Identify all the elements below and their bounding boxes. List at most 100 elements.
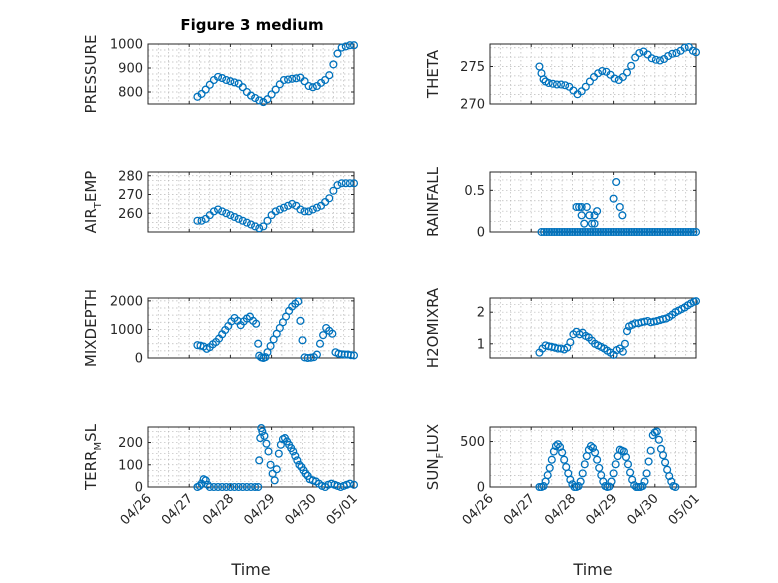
subplot-mixdepth: 0 1000 2000 MIXDEPTH xyxy=(82,289,359,367)
data-point xyxy=(242,482,251,492)
data-point xyxy=(593,207,602,216)
subplot-airtemp: 260 270 280 AIRTEMP xyxy=(82,169,359,233)
data-point xyxy=(672,48,681,58)
y-tick-label: 0 xyxy=(135,481,143,496)
data-point xyxy=(686,227,695,237)
data-point xyxy=(218,74,227,83)
data-point xyxy=(222,209,231,218)
data-point xyxy=(601,227,610,237)
y-tick-label: 0.5 xyxy=(464,184,485,199)
y-tick-label: 1 xyxy=(477,337,485,352)
data-point xyxy=(325,71,334,80)
axes-frame xyxy=(147,297,355,359)
data-point xyxy=(560,455,569,464)
data-point xyxy=(238,482,247,492)
y-axis-label: MIXDEPTH xyxy=(82,289,100,367)
data-point xyxy=(548,79,557,88)
data-point xyxy=(609,469,618,478)
data-point xyxy=(261,353,270,362)
x-tick-label: 04/30 xyxy=(625,491,662,528)
x-tick-label: 04/28 xyxy=(200,491,237,528)
data-point xyxy=(611,460,620,469)
x-tick-label: 04/28 xyxy=(542,491,579,528)
x-tick-label: 04/29 xyxy=(583,491,620,528)
data-point xyxy=(590,211,599,220)
subplot-theta: 270 275 THETA xyxy=(424,42,701,113)
x-tick-label: 04/30 xyxy=(283,491,320,528)
data-point xyxy=(271,85,280,94)
data-point xyxy=(542,227,551,237)
data-point xyxy=(543,471,552,480)
data-point xyxy=(288,199,297,208)
data-point xyxy=(663,227,672,237)
data-point xyxy=(222,482,231,492)
data-point xyxy=(246,91,256,100)
data-point xyxy=(618,211,627,220)
data-point xyxy=(329,60,338,69)
data-point xyxy=(586,227,595,237)
data-point xyxy=(205,80,214,89)
data-point xyxy=(197,216,206,225)
data-point xyxy=(565,82,574,91)
data-point xyxy=(308,205,317,214)
data-point xyxy=(609,227,618,237)
data-point xyxy=(591,448,600,457)
data-point xyxy=(329,186,338,195)
y-axis-label: THETA xyxy=(424,49,442,99)
data-point xyxy=(213,482,223,492)
data-point xyxy=(638,482,647,491)
data-point xyxy=(300,77,309,86)
data-point xyxy=(680,43,689,52)
data-point xyxy=(337,179,346,188)
data-point xyxy=(284,201,293,210)
data-point xyxy=(251,93,260,103)
data-point xyxy=(259,222,268,231)
data-point xyxy=(607,477,616,486)
data-point xyxy=(267,90,276,99)
data-point xyxy=(218,207,227,216)
data-point xyxy=(658,227,667,237)
data-point xyxy=(345,179,354,188)
data-point xyxy=(304,207,313,216)
data-point xyxy=(578,227,587,237)
data-point xyxy=(308,83,317,92)
data-point xyxy=(591,227,600,237)
y-tick-label: 200 xyxy=(118,436,143,451)
data-point xyxy=(577,202,586,212)
data-point xyxy=(349,179,359,188)
data-point xyxy=(594,69,603,78)
data-point xyxy=(271,207,280,216)
data-point xyxy=(587,219,597,228)
data-point xyxy=(545,227,554,237)
data-point xyxy=(545,463,554,472)
x-tick-label: 04/26 xyxy=(118,491,155,528)
data-point xyxy=(238,83,247,92)
data-point xyxy=(642,469,651,478)
data-point xyxy=(590,219,599,228)
y-tick-label: 0 xyxy=(477,226,485,241)
data-point xyxy=(566,338,575,347)
data-point xyxy=(321,75,330,85)
data-point xyxy=(565,227,574,237)
data-point xyxy=(349,41,359,50)
y-tick-label: 0 xyxy=(477,481,485,496)
data-point xyxy=(574,482,583,491)
data-point xyxy=(315,339,325,348)
data-point xyxy=(291,451,300,460)
data-point xyxy=(622,227,631,237)
data-point xyxy=(689,227,698,237)
data-point xyxy=(668,227,677,237)
data-point xyxy=(333,49,342,58)
data-point xyxy=(691,227,701,237)
data-point xyxy=(621,452,631,462)
data-point xyxy=(561,81,570,90)
data-point xyxy=(632,227,641,237)
data-point xyxy=(673,227,683,237)
data-point xyxy=(193,216,202,225)
data-point xyxy=(263,95,272,104)
subplot-terrmsl: 0 100 200 04/26 04/27 04/28 04/29 04/30 05/01 TER… xyxy=(82,423,361,579)
data-point xyxy=(264,447,273,456)
data-point xyxy=(274,449,283,458)
data-point xyxy=(296,205,305,214)
